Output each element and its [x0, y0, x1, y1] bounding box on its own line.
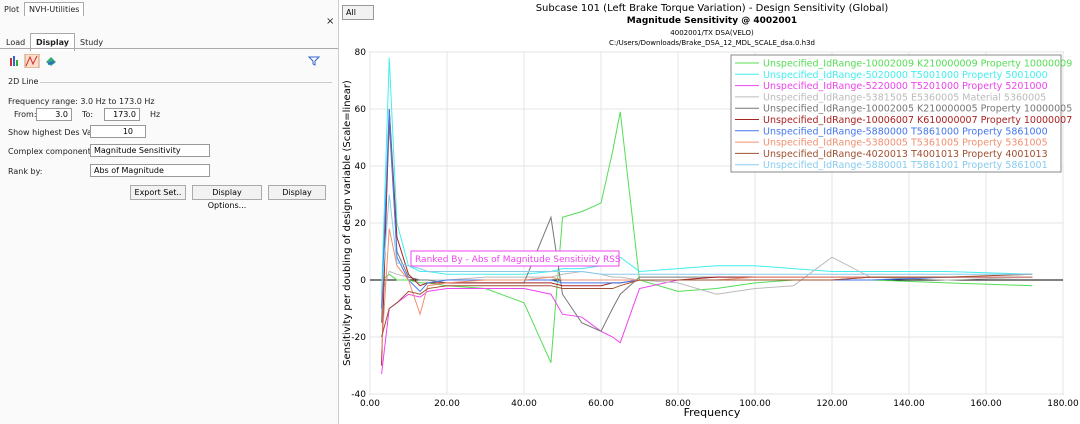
x-tick-label: 40.00 — [511, 399, 537, 409]
x-tick-label: 100.00 — [739, 399, 771, 409]
button[interactable]: Display Options... — [192, 185, 262, 210]
tab[interactable]: Plot — [4, 5, 20, 14]
legend-label: Unspecified_IdRange-5380005 T5361005 Pro… — [763, 138, 1048, 149]
button[interactable]: Export Set.. — [130, 185, 186, 200]
sub-tab[interactable]: Study — [80, 38, 104, 47]
series-line — [381, 57, 1033, 295]
sub-tab[interactable]: Display — [30, 33, 75, 51]
label: From: — [14, 110, 37, 119]
label: Show highest Des Var: — [8, 128, 98, 137]
y-tick-label: -20 — [351, 333, 366, 343]
annotation-box — [410, 250, 620, 267]
label: Hz — [150, 110, 161, 119]
des-var-select[interactable]: 10 — [90, 125, 146, 138]
legend-label: Unspecified_IdRange-4020013 T4001013 Pro… — [763, 149, 1048, 160]
legend-label: Unspecified_IdRange-5880001 T5861001 Pro… — [763, 160, 1048, 171]
series-line — [381, 228, 1033, 352]
x-tick-label: 160.00 — [970, 399, 1002, 409]
series-line — [381, 273, 1033, 338]
annotation: Ranked By - Abs of Magnitude Sensitivity… — [415, 255, 621, 265]
legend-label: Unspecified_IdRange-10002009 K210000009 … — [763, 59, 1072, 70]
to-input[interactable]: 173.0 — [104, 108, 140, 121]
filter-dropdown[interactable]: All — [342, 5, 374, 20]
y-tick-label: 0 — [360, 276, 366, 286]
button[interactable]: Display — [268, 185, 326, 200]
chart-subtitle: Magnitude Sensitivity @ 4002001 — [627, 16, 797, 26]
y-axis-label: Sensitivity per doubling of design varia… — [342, 80, 353, 366]
divider — [0, 48, 338, 49]
tab[interactable]: NVH-Utilities — [24, 2, 85, 16]
complex-select[interactable]: Magnitude Sensitivity — [90, 144, 210, 157]
divider — [40, 82, 332, 83]
y-tick-label: 80 — [355, 48, 367, 58]
file-path: C:/Users/Downloads/Brake_DSA_12_MDL_SCAL… — [609, 39, 815, 47]
x-tick-label: 20.00 — [434, 399, 460, 409]
legend-label: Unspecified_IdRange-5381505 E5360005 Mat… — [763, 92, 1046, 103]
close-button[interactable]: × — [326, 16, 335, 27]
chart: Subcase 101 (Left Brake Torque Variation… — [342, 3, 1079, 419]
legend-box — [730, 54, 1062, 173]
x-tick-label: 60.00 — [588, 399, 614, 409]
y-tick-label: 40 — [355, 162, 367, 172]
left-panel: Plot NVH-Utilities × Load Display Study … — [0, 0, 339, 424]
legend: Unspecified_IdRange-10002009 K210000009 … — [730, 54, 1072, 173]
y-tick-label: 60 — [355, 105, 367, 115]
legend-label: Unspecified_IdRange-10006007 K610000007 … — [763, 115, 1072, 126]
section-label: 2D Line — [8, 77, 39, 86]
chart-subtitle: 4002001/TX DSA(VELO) — [670, 29, 754, 37]
x-tick-label: 140.00 — [893, 399, 925, 409]
x-tick-label: 180.00 — [1047, 399, 1079, 409]
y-tick-label: 20 — [355, 219, 367, 229]
x-tick-label: 120.00 — [816, 399, 848, 409]
series-line — [381, 194, 1033, 295]
x-tick-label: 0.00 — [360, 399, 380, 409]
y-tick-label: -40 — [351, 390, 366, 400]
legend-label: Unspecified_IdRange-5020000 T5001000 Pro… — [763, 70, 1048, 81]
legend-label: Unspecified_IdRange-5880000 T5861000 Pro… — [763, 126, 1048, 137]
label: Complex component: — [8, 147, 94, 156]
filter-icon[interactable] — [308, 56, 320, 66]
legend-label: Unspecified_IdRange-5220000 T5201000 Pro… — [763, 81, 1048, 92]
sub-tab[interactable]: Load — [6, 38, 26, 47]
toolbar-icons — [10, 54, 56, 68]
x-tick-label: 80.00 — [665, 399, 691, 409]
chart-title: Subcase 101 (Left Brake Torque Variation… — [536, 3, 889, 14]
label: To: — [82, 110, 94, 119]
legend-label: Unspecified_IdRange-10002005 K210000005 … — [763, 104, 1072, 115]
from-input[interactable]: 3.0 — [36, 108, 72, 121]
label: Frequency range: 3.0 Hz to 173.0 Hz — [8, 97, 155, 106]
x-axis-label: Frequency — [684, 406, 741, 419]
label: Rank by: — [8, 167, 43, 176]
rank-select[interactable]: Abs of Magnitude Sensitivity RS — [90, 164, 210, 177]
